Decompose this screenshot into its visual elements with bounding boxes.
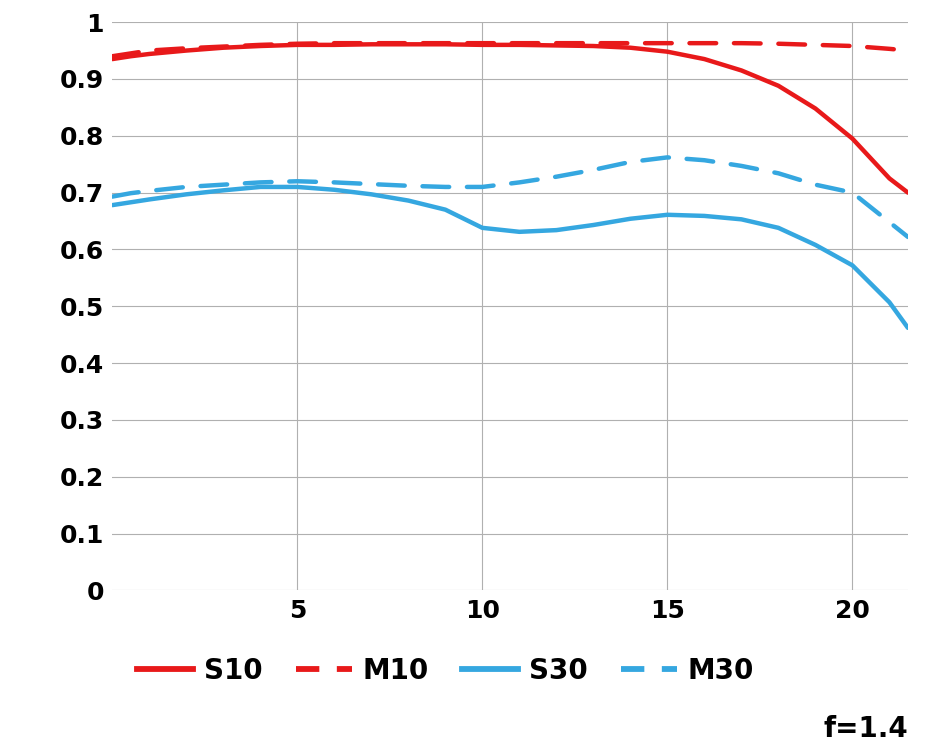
Legend: S10, M10, S30, M30: S10, M10, S30, M30 [126,646,765,696]
Text: f=1.4: f=1.4 [823,715,908,738]
